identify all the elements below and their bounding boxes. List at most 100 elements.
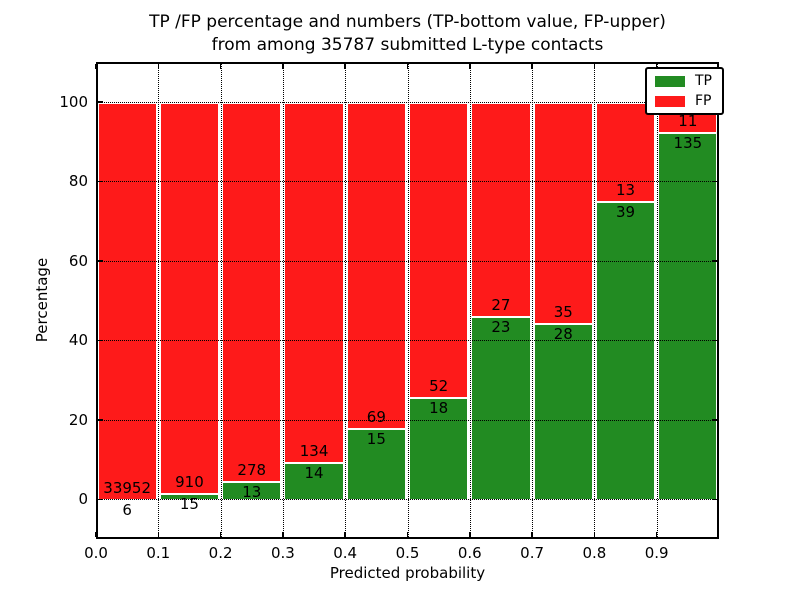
fp-count-label: 27 xyxy=(491,296,511,315)
x-tick-bottom xyxy=(95,532,97,537)
fp-bar xyxy=(223,101,281,482)
x-gridline xyxy=(282,62,284,539)
chart-title: TP /FP percentage and numbers (TP-bottom… xyxy=(96,11,719,57)
y-tick-right xyxy=(712,180,717,182)
y-tick-label: 40 xyxy=(68,331,88,350)
fp-count-label: 35 xyxy=(553,302,573,321)
tp-bar xyxy=(160,492,219,500)
fp-count-label: 13 xyxy=(616,181,636,200)
y-tick-right xyxy=(712,339,717,341)
legend-item-fp: FP xyxy=(655,94,712,108)
x-tick-top xyxy=(95,64,97,69)
fp-bar xyxy=(98,101,156,500)
tp-count-label: 15 xyxy=(366,430,386,449)
y-tick-left xyxy=(98,498,103,500)
tp-bar xyxy=(534,322,592,500)
tp-count-label: 18 xyxy=(429,399,449,418)
x-tick-top xyxy=(282,64,284,69)
x-tick-label: 0.1 xyxy=(146,544,171,562)
x-axis-label: Predicted probability xyxy=(329,564,486,582)
legend-item-tp: TP xyxy=(655,74,712,88)
x-gridline xyxy=(158,62,160,539)
fp-bar xyxy=(596,101,655,202)
y-tick-left xyxy=(98,101,103,103)
tp-count-label: 135 xyxy=(673,133,703,152)
x-tick-top xyxy=(219,64,222,69)
fp-count-label: 11 xyxy=(678,111,698,130)
plot-area: TP FP 33952 6 910 15 278 13 134 14 69 15 52 18 27 23 3… xyxy=(95,62,724,539)
fp-count-label: 52 xyxy=(429,377,449,396)
fp-bar xyxy=(410,101,468,398)
tp-bar xyxy=(472,316,530,500)
tp-bar xyxy=(347,428,405,500)
tp-count-label: 39 xyxy=(616,203,636,222)
y-tick-right xyxy=(712,260,717,262)
tp-count-label: 23 xyxy=(491,318,511,337)
fp-legend-label: FP xyxy=(695,93,712,109)
x-gridline xyxy=(594,62,596,539)
tp-legend-swatch-icon xyxy=(655,75,685,87)
legend: TP FP xyxy=(645,67,724,115)
y-tick-label: 0 xyxy=(78,490,88,509)
y-tick-left xyxy=(98,339,103,341)
tp-bar xyxy=(223,481,281,500)
tp-count-label: 15 xyxy=(179,494,199,513)
y-tick-right xyxy=(712,498,717,500)
y-axis-label: Percentage xyxy=(33,257,51,343)
fp-bar xyxy=(160,101,219,493)
tp-legend-label: TP xyxy=(695,73,712,89)
x-gridline xyxy=(469,62,471,539)
fp-count-label: 278 xyxy=(237,461,267,480)
fp-legend-swatch-icon xyxy=(655,95,685,107)
x-tick-top xyxy=(469,64,471,69)
y-tick-left xyxy=(98,419,103,421)
x-tick-label: 0.2 xyxy=(208,544,233,562)
x-tick-bottom xyxy=(344,532,346,537)
tp-bar xyxy=(659,131,717,500)
x-tick-label: 0.3 xyxy=(270,544,295,562)
chart-title-line2: from among 35787 submitted L-type contac… xyxy=(211,35,604,55)
y-tick-label: 80 xyxy=(68,172,88,191)
x-gridline xyxy=(656,62,658,539)
x-tick-label: 0.9 xyxy=(644,544,669,562)
x-tick-bottom xyxy=(219,532,222,537)
x-tick-bottom xyxy=(157,532,160,537)
tp-count-label: 14 xyxy=(304,463,324,482)
x-tick-label: 0.4 xyxy=(333,544,358,562)
chart-title-line1: TP /FP percentage and numbers (TP-bottom… xyxy=(149,12,666,32)
tp-count-label: 13 xyxy=(242,483,262,502)
x-tick-top xyxy=(655,64,658,69)
tp-bar xyxy=(596,201,655,500)
x-gridline xyxy=(532,62,534,539)
y-tick-right xyxy=(712,419,717,421)
x-tick-bottom xyxy=(282,532,284,537)
fp-bar xyxy=(285,101,343,462)
x-tick-top xyxy=(531,64,533,69)
fp-bar xyxy=(534,101,592,323)
fp-bar xyxy=(347,101,405,429)
fp-count-label: 33952 xyxy=(103,479,151,498)
x-tick-bottom xyxy=(531,532,533,537)
y-tick-label: 20 xyxy=(68,410,88,429)
x-tick-top xyxy=(344,64,346,69)
x-tick-top xyxy=(406,64,409,69)
fp-bar xyxy=(472,101,530,317)
fp-count-label: 134 xyxy=(299,441,329,460)
x-tick-label: 0.8 xyxy=(582,544,607,562)
tp-bar xyxy=(410,397,468,500)
y-tick-label: 60 xyxy=(68,251,88,270)
x-tick-bottom xyxy=(655,532,658,537)
x-gridline xyxy=(220,62,222,539)
tp-bar xyxy=(285,461,343,500)
tp-count-label: 28 xyxy=(553,324,573,343)
x-tick-label: 0.6 xyxy=(457,544,482,562)
tp-count-label: 6 xyxy=(122,501,132,520)
x-tick-bottom xyxy=(406,532,409,537)
x-tick-label: 0.0 xyxy=(84,544,108,562)
y-tick-left xyxy=(98,180,103,182)
y-tick-left xyxy=(98,260,103,262)
fp-count-label: 69 xyxy=(366,408,386,427)
x-gridline xyxy=(407,62,409,539)
x-tick-bottom xyxy=(593,532,596,537)
y-tick-label: 100 xyxy=(59,92,88,111)
